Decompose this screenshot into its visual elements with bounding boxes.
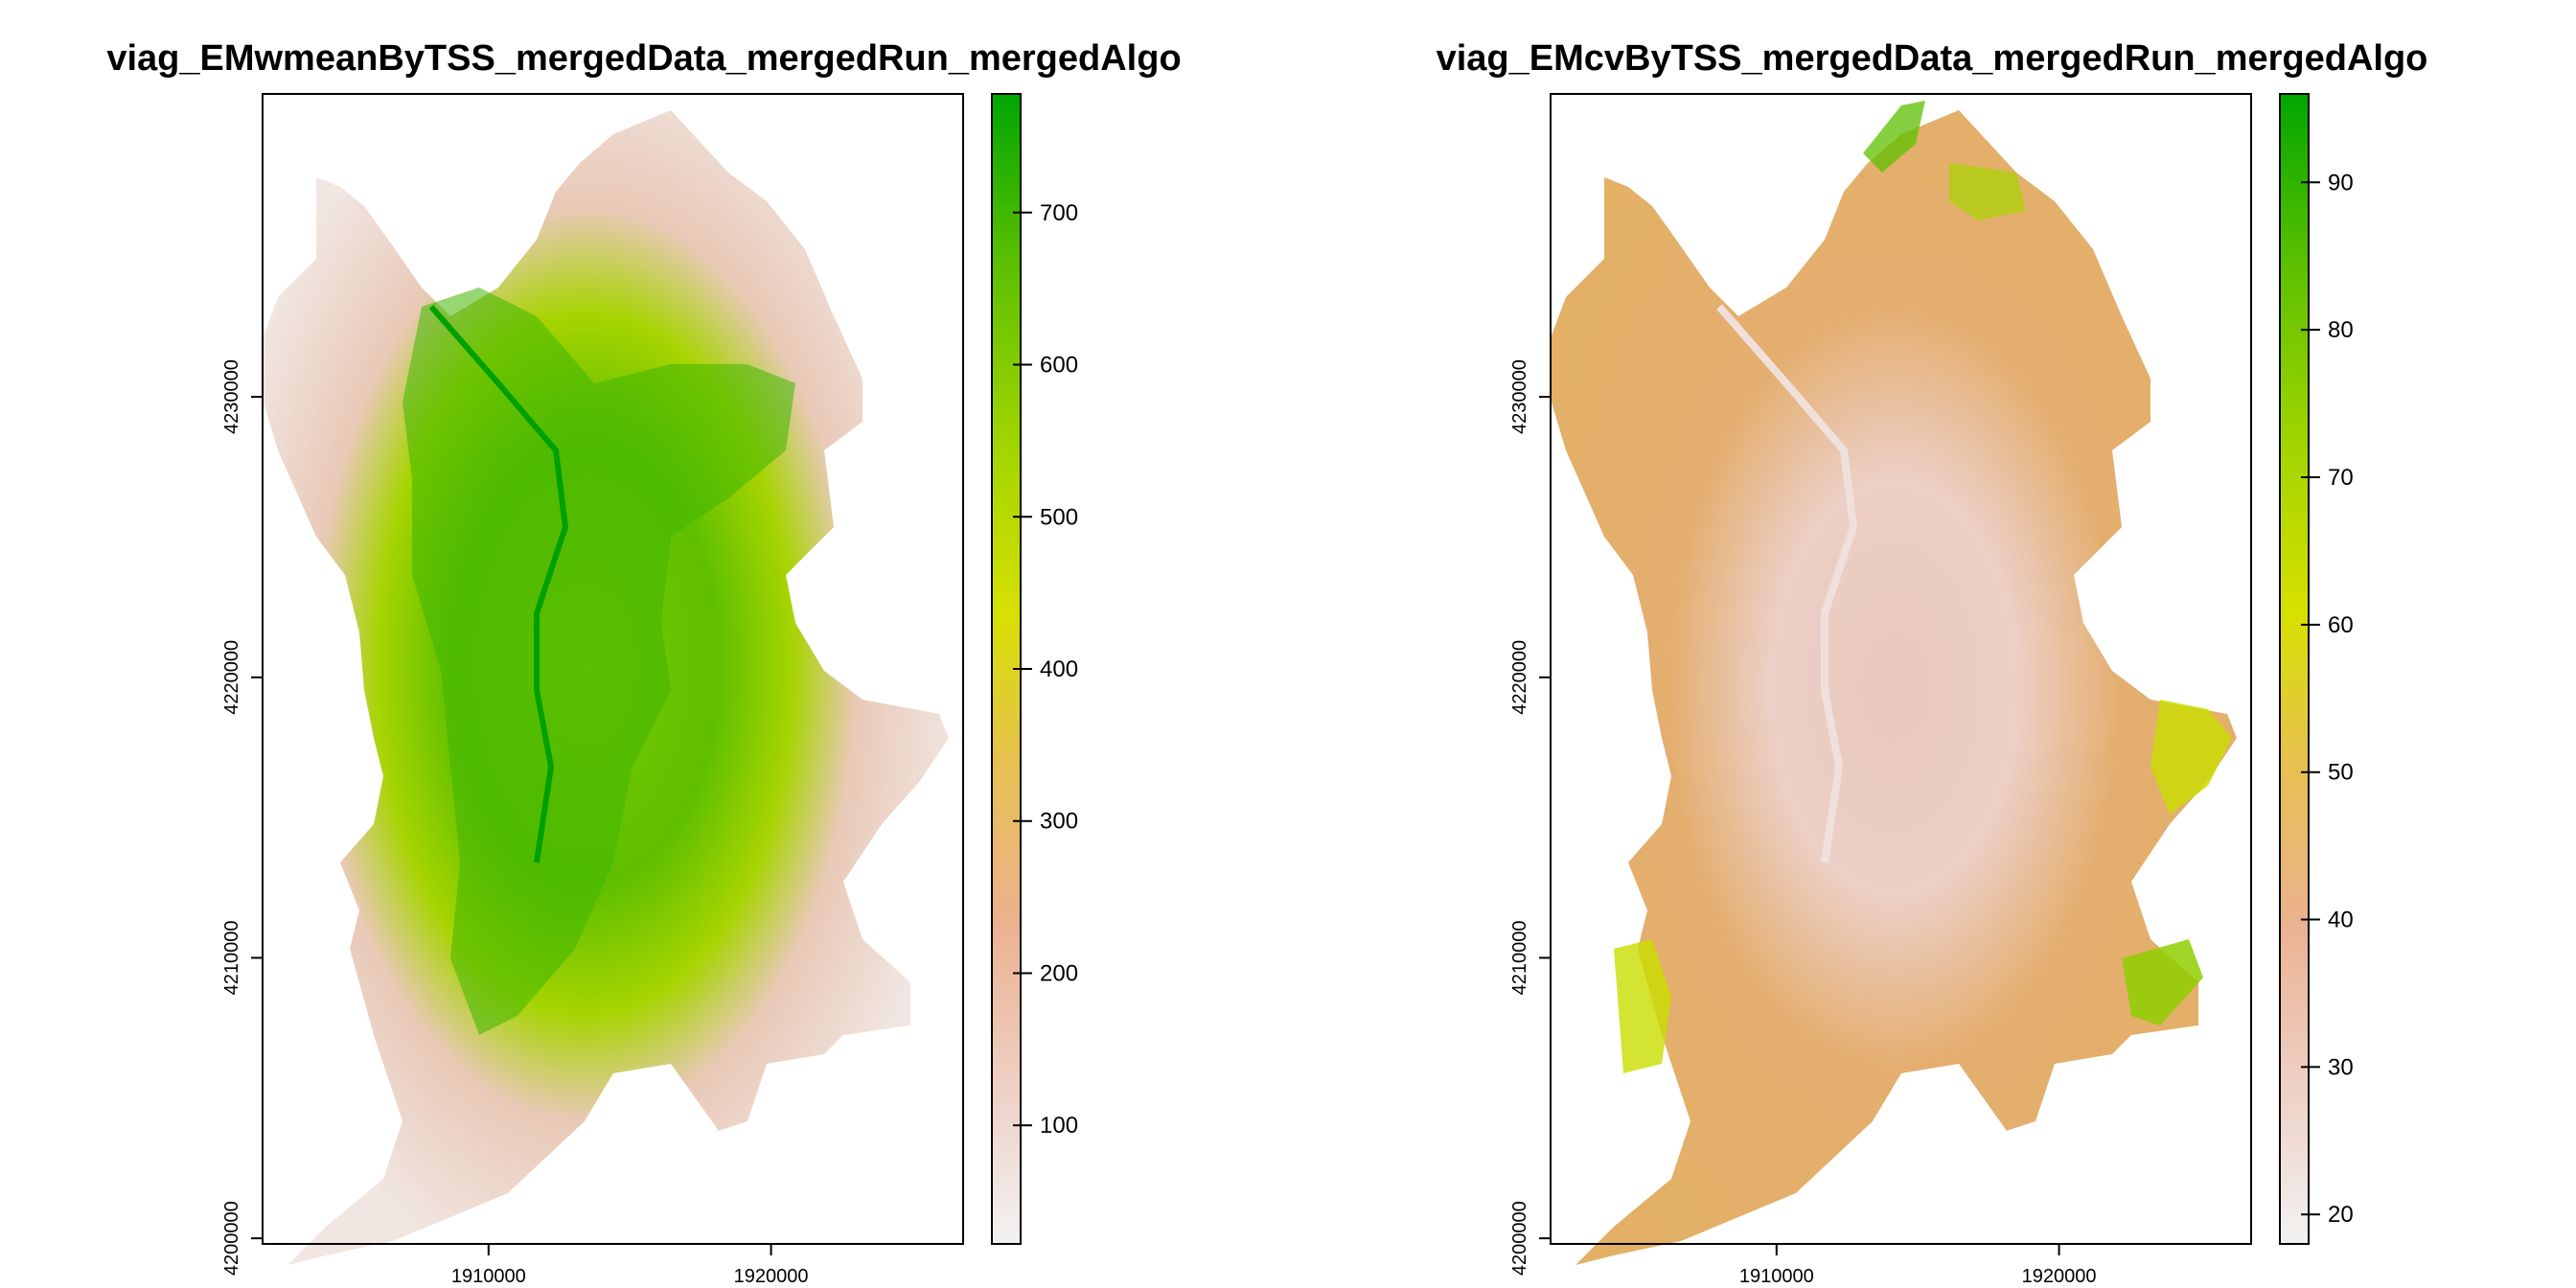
y-tick-label: 4210000 (1509, 921, 1530, 996)
x-tick-label: 1910000 (1739, 1266, 1814, 1287)
high-cv-patch-north (1863, 101, 1925, 172)
map-area (1552, 110, 2237, 1265)
legend-tick-label: 600 (1040, 353, 1078, 379)
high-cv-patch-southwest (1614, 939, 1671, 1073)
legend-tick-label: 20 (2328, 1202, 2354, 1228)
plot-frame (262, 93, 964, 1245)
y-tick-label: 4220000 (221, 640, 242, 715)
map-axes: 1910000 1920000 4200000 4210000 4220000 42300… (1509, 359, 2097, 1287)
x-tick-label: 1920000 (2022, 1266, 2097, 1287)
y-tick-label: 4220000 (1509, 640, 1530, 715)
low-cv-corridor (1715, 304, 1858, 863)
x-tick-label: 1920000 (734, 1266, 809, 1287)
map-figure-mean: 1910000 1920000 4200000 4210000 4220000 42300… (221, 93, 1078, 1287)
y-tick-label: 4200000 (1509, 1201, 1530, 1276)
legend-tick-label: 700 (1040, 200, 1078, 226)
legend-tick-label: 100 (1040, 1113, 1078, 1138)
legend-tick-label: 60 (2328, 612, 2354, 638)
legend-ticks: 20 30 40 50 60 70 80 90 (2301, 170, 2354, 1228)
legend-tick-label: 400 (1040, 656, 1078, 682)
legend-tick-label: 90 (2328, 170, 2354, 196)
high-cv-patch-east (2150, 700, 2232, 815)
legend-tick-label: 30 (2328, 1054, 2354, 1080)
legend-tick-label: 200 (1040, 960, 1078, 986)
legend-tick-label: 70 (2328, 465, 2354, 491)
high-cv-patch-northeast (1949, 163, 2026, 220)
high-value-core (402, 288, 795, 1035)
map-panel-cv: viag_EMcvByTSS_mergedData_mergedRun_merg… (1288, 0, 2576, 1288)
legend-tick-label: 50 (2328, 760, 2354, 786)
high-cv-patch-southeast (2122, 939, 2203, 1025)
plot-frame (1550, 93, 2252, 1245)
legend-ticks: 100 200 300 400 500 600 700 (1013, 200, 1078, 1138)
map-axes: 1910000 1920000 4200000 4210000 4220000 42300… (221, 359, 809, 1287)
y-tick-label: 4230000 (1509, 359, 1530, 434)
legend-tick-label: 40 (2328, 908, 2354, 933)
map-panel-mean: viag_EMwmeanByTSS_mergedData_mergedRun_m… (106, 38, 1182, 1287)
y-tick-label: 4230000 (221, 359, 242, 434)
legend-tick-label: 500 (1040, 504, 1078, 530)
legend-tick-label: 80 (2328, 317, 2354, 343)
river-channel (428, 305, 569, 863)
y-tick-label: 4210000 (221, 921, 242, 996)
map-title: viag_EMcvByTSS_mergedData_mergedRun_merg… (1436, 38, 2428, 79)
legend-colorbar (2279, 93, 2310, 1245)
map-figure-cv: 1910000 1920000 4200000 4210000 4220000 42300… (1509, 93, 2354, 1287)
y-tick-label: 4200000 (221, 1201, 242, 1276)
legend-tick-label: 300 (1040, 809, 1078, 835)
map-title: viag_EMwmeanByTSS_mergedData_mergedRun_m… (106, 38, 1182, 79)
x-tick-label: 1910000 (451, 1266, 526, 1287)
